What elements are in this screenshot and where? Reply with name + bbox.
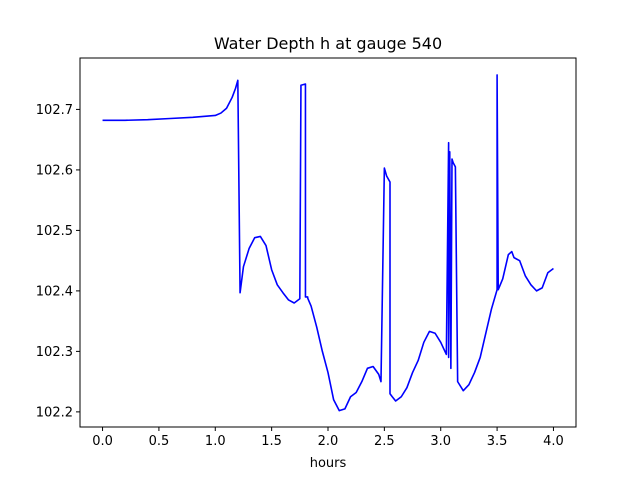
x-tick-label: 0.5 xyxy=(149,434,170,449)
x-tick-label: 0.0 xyxy=(92,434,113,449)
x-tick-label: 2.5 xyxy=(374,434,395,449)
x-tick-label: 1.0 xyxy=(205,434,226,449)
series-line-0 xyxy=(102,74,554,412)
plot-area xyxy=(102,74,554,412)
chart-title: Water Depth h at gauge 540 xyxy=(214,34,442,53)
x-tick-label: 1.5 xyxy=(261,434,282,449)
y-tick-label: 102.2 xyxy=(36,405,73,420)
x-axis: 0.0 0.5 1.0 1.5 2.0 2.5 3.0 3.5 4.0 xyxy=(92,427,564,449)
x-axis-label: hours xyxy=(310,456,347,471)
y-tick-label: 102.3 xyxy=(36,345,73,360)
x-tick-label: 3.5 xyxy=(487,434,508,449)
y-tick-label: 102.4 xyxy=(36,284,73,299)
x-tick-label: 2.0 xyxy=(318,434,339,449)
y-axis: 102.2 102.3 102.4 102.5 102.6 102.7 xyxy=(36,103,80,420)
x-tick-label: 4.0 xyxy=(543,434,564,449)
y-tick-label: 102.5 xyxy=(36,224,73,239)
y-tick-label: 102.7 xyxy=(36,103,73,118)
y-tick-label: 102.6 xyxy=(36,163,73,178)
x-tick-label: 3.0 xyxy=(430,434,451,449)
